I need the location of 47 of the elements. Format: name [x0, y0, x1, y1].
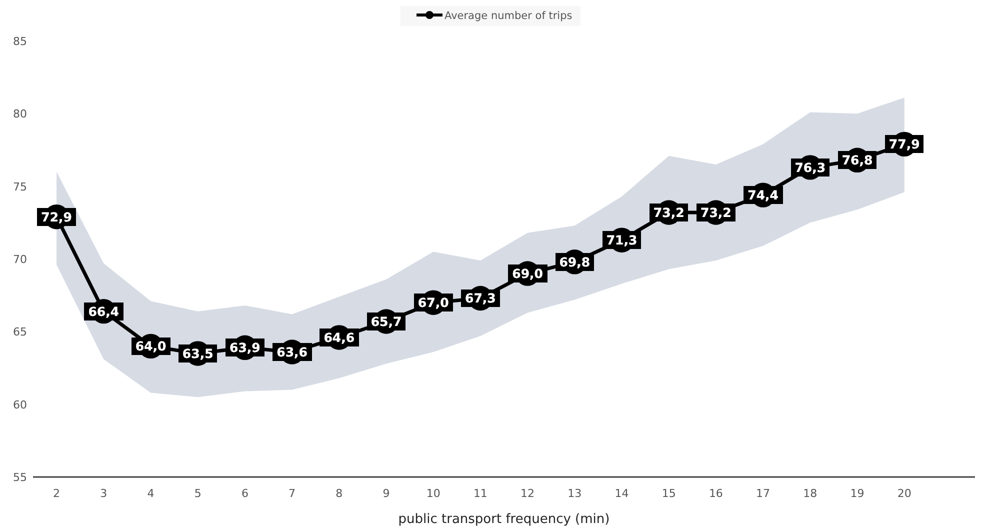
x-tick-label: 14 [614, 487, 629, 500]
data-label: 71,3 [606, 232, 638, 248]
x-tick-label: 2 [53, 487, 60, 500]
data-label: 63,5 [182, 346, 214, 361]
y-tick-label: 65 [13, 326, 27, 339]
x-tick-label: 4 [147, 487, 154, 500]
data-label: 67,3 [465, 290, 496, 306]
data-label: 76,8 [842, 152, 873, 168]
y-tick-label: 55 [13, 471, 27, 484]
data-label: 73,2 [653, 204, 684, 220]
x-tick-label: 15 [662, 487, 676, 500]
x-axis-title: public transport frequency (min) [398, 512, 610, 527]
data-label: 63,6 [276, 344, 308, 360]
y-tick-label: 75 [13, 180, 27, 194]
x-tick-label: 12 [520, 487, 535, 500]
x-tick-label: 18 [803, 487, 818, 500]
data-label: 76,3 [794, 160, 826, 175]
x-tick-label: 17 [756, 487, 770, 500]
x-tick-label: 5 [194, 487, 202, 500]
y-tick-label: 85 [13, 35, 27, 48]
x-tick-label: 6 [241, 487, 248, 500]
data-label: 69,0 [512, 266, 544, 282]
x-tick-label: 10 [426, 487, 440, 500]
data-label: 64,0 [135, 338, 166, 354]
legend-label: Average number of trips [444, 10, 572, 22]
x-tick-label: 3 [100, 487, 108, 500]
x-tick-label: 7 [288, 487, 296, 500]
data-label: 77,9 [888, 136, 920, 152]
x-tick-label: 9 [382, 487, 390, 500]
data-label: 69,8 [559, 254, 590, 270]
y-tick-label: 70 [13, 253, 27, 266]
x-tick-label: 20 [897, 487, 912, 500]
x-tick-label: 16 [708, 487, 723, 500]
y-tick-label: 80 [13, 108, 27, 121]
data-label: 73,2 [700, 204, 732, 220]
data-label: 66,4 [88, 304, 120, 319]
x-tick-label: 19 [850, 487, 864, 500]
x-tick-label: 11 [473, 487, 488, 500]
data-label: 65,7 [370, 314, 402, 329]
data-label: 63,9 [230, 340, 260, 356]
data-label: 64,6 [324, 330, 355, 345]
data-label: 72,9 [41, 209, 72, 224]
data-label: 74,4 [748, 188, 779, 203]
x-tick-label: 8 [336, 487, 343, 500]
x-tick-label: 13 [568, 487, 582, 500]
y-tick-label: 60 [13, 398, 27, 412]
data-label: 67,0 [418, 295, 450, 310]
